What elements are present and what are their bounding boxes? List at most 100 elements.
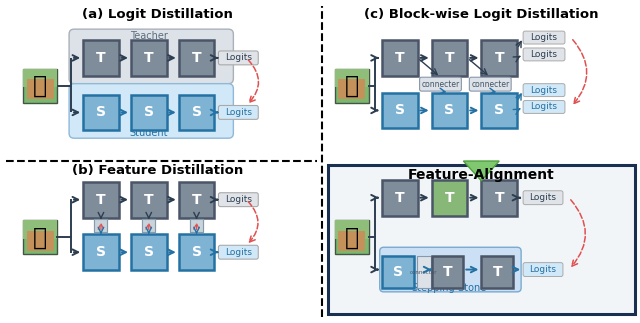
Bar: [131, 234, 166, 270]
Bar: [23, 69, 57, 102]
Text: S: S: [395, 103, 404, 118]
Text: Feature-Alignment: Feature-Alignment: [408, 168, 555, 182]
FancyBboxPatch shape: [523, 100, 565, 113]
Text: connector: connector: [410, 269, 437, 275]
Text: connecter: connecter: [421, 80, 460, 89]
Polygon shape: [463, 161, 499, 181]
Bar: [381, 256, 413, 288]
Bar: [431, 93, 467, 128]
Bar: [335, 69, 369, 102]
FancyBboxPatch shape: [69, 29, 234, 84]
Bar: [142, 220, 156, 232]
Text: T: T: [492, 265, 502, 279]
Bar: [179, 40, 214, 76]
FancyBboxPatch shape: [523, 48, 565, 61]
Text: T: T: [443, 265, 452, 279]
Text: Logits: Logits: [531, 86, 557, 95]
Bar: [179, 182, 214, 217]
Bar: [481, 256, 513, 288]
Text: 🐈: 🐈: [33, 225, 47, 249]
Bar: [328, 165, 635, 314]
Text: 🐈: 🐈: [345, 225, 359, 249]
FancyBboxPatch shape: [523, 263, 563, 276]
Bar: [335, 69, 369, 87]
FancyBboxPatch shape: [420, 77, 461, 91]
Bar: [190, 220, 203, 232]
FancyBboxPatch shape: [523, 31, 565, 44]
Bar: [142, 220, 156, 232]
Bar: [339, 79, 365, 99]
Bar: [431, 180, 467, 215]
Text: S: S: [96, 105, 106, 120]
Bar: [481, 93, 517, 128]
Text: Teacher: Teacher: [130, 31, 168, 41]
FancyBboxPatch shape: [218, 245, 259, 259]
Text: T: T: [96, 193, 106, 207]
Text: 🐈: 🐈: [345, 74, 359, 98]
Text: T: T: [96, 51, 106, 65]
Text: Student: Student: [129, 128, 168, 138]
Text: Logits: Logits: [225, 195, 252, 204]
Text: S: S: [191, 105, 202, 120]
Text: T: T: [395, 191, 404, 205]
Text: T: T: [445, 191, 454, 205]
FancyBboxPatch shape: [218, 193, 259, 207]
Text: S: S: [96, 245, 106, 259]
Bar: [131, 182, 166, 217]
Text: T: T: [192, 193, 202, 207]
Bar: [27, 79, 54, 99]
Text: T: T: [144, 51, 154, 65]
Text: S: S: [393, 265, 403, 279]
FancyBboxPatch shape: [469, 77, 511, 91]
FancyBboxPatch shape: [380, 247, 521, 292]
Text: T: T: [192, 51, 202, 65]
Text: S: S: [494, 103, 504, 118]
Text: connecter: connecter: [471, 80, 509, 89]
Bar: [95, 220, 108, 232]
Bar: [335, 221, 369, 254]
Text: 🐈: 🐈: [33, 74, 47, 98]
Text: (b) Feature Distillation: (b) Feature Distillation: [72, 164, 243, 177]
Bar: [23, 221, 57, 239]
Bar: [481, 40, 517, 76]
FancyBboxPatch shape: [69, 84, 234, 138]
Bar: [381, 40, 417, 76]
Text: T: T: [395, 51, 404, 65]
Bar: [83, 234, 119, 270]
Bar: [27, 231, 54, 251]
Bar: [179, 95, 214, 130]
Text: T: T: [445, 51, 454, 65]
Bar: [83, 95, 119, 130]
Text: Logits: Logits: [529, 265, 557, 274]
Text: Logits: Logits: [531, 50, 557, 59]
Bar: [23, 221, 57, 254]
Bar: [131, 40, 166, 76]
Bar: [179, 234, 214, 270]
Text: T: T: [495, 51, 504, 65]
Text: Stepping-Stone: Stepping-Stone: [412, 283, 487, 293]
Text: T: T: [495, 191, 504, 205]
Text: Logits: Logits: [225, 53, 252, 62]
Bar: [83, 182, 119, 217]
Bar: [431, 40, 467, 76]
Text: Logits: Logits: [529, 193, 557, 202]
Bar: [381, 180, 417, 215]
Bar: [381, 93, 417, 128]
Text: Logits: Logits: [225, 108, 252, 117]
Bar: [95, 220, 108, 232]
FancyBboxPatch shape: [523, 84, 565, 97]
Bar: [417, 256, 431, 288]
FancyBboxPatch shape: [523, 191, 563, 205]
Text: S: S: [444, 103, 454, 118]
Text: Logits: Logits: [531, 33, 557, 42]
Text: Logits: Logits: [531, 102, 557, 111]
Text: S: S: [144, 105, 154, 120]
Text: S: S: [144, 245, 154, 259]
Bar: [431, 256, 463, 288]
Bar: [83, 40, 119, 76]
Text: T: T: [144, 193, 154, 207]
FancyBboxPatch shape: [218, 106, 259, 120]
Text: (a) Logit Distillation: (a) Logit Distillation: [83, 8, 233, 21]
Text: (c) Block-wise Logit Distillation: (c) Block-wise Logit Distillation: [364, 8, 598, 21]
Bar: [131, 95, 166, 130]
